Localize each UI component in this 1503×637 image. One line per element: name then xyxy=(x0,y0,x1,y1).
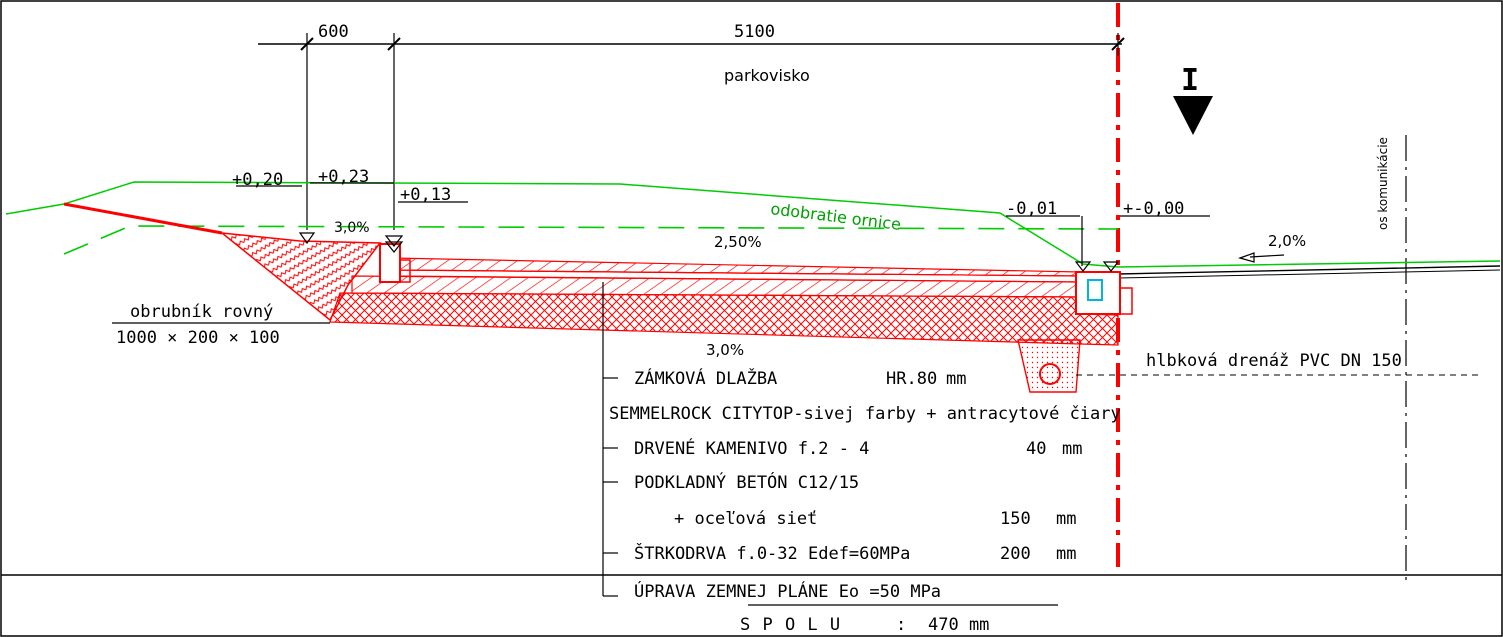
slope-ground: 3,0% xyxy=(334,220,370,236)
section-arrow-icon xyxy=(1173,96,1213,135)
layer-3-spec: 150 xyxy=(1000,509,1031,529)
layer-2-name: DRVENÉ KAMENIVO f.2 - 4 xyxy=(634,437,869,459)
level-marks xyxy=(236,182,1210,272)
layer-2-spec: 40 xyxy=(1026,439,1046,459)
drainage-label: hlbková drenáž PVC DN 150 xyxy=(1146,351,1402,371)
section-marker: I xyxy=(1173,63,1213,135)
road-surface-line-lower xyxy=(1117,269,1501,279)
layer-3-note: + oceľová sieť xyxy=(674,509,817,529)
slope-road: 2,0% xyxy=(1268,232,1306,250)
section-mark-label: I xyxy=(1181,63,1199,98)
drainage-pipe xyxy=(1039,363,1061,385)
slope-surface: 2,50% xyxy=(714,233,762,251)
total-value: 470 mm xyxy=(928,615,989,635)
dimension-parking-width: 5100 xyxy=(734,22,775,42)
level-road-edge: +-0,00 xyxy=(1123,199,1184,219)
level-gutter: -0,01 xyxy=(1006,199,1057,219)
layer-1-note: SEMMELROCK CITYTOP-sivej farby + antracy… xyxy=(609,404,1121,424)
layer-1-unit: mm xyxy=(946,369,966,389)
dimension-kerb-width: 600 xyxy=(318,22,349,42)
dimension-chain xyxy=(258,33,1125,230)
layer-4-unit: mm xyxy=(1056,544,1076,564)
slope-subgrade: 3,0% xyxy=(706,341,744,359)
layer-2-unit: mm xyxy=(1062,439,1082,459)
kerb-size-label: 1000 × 200 × 100 xyxy=(116,328,280,348)
layer-1-name: ZÁMKOVÁ DLAŽBA xyxy=(634,367,777,389)
kerb-name-label: obrubník rovný xyxy=(130,302,273,322)
layer-1-spec: HR.80 xyxy=(886,369,937,389)
total-separator: : xyxy=(896,615,906,635)
level-kerb-outer: +0,20 xyxy=(232,170,283,190)
layer-5-name: ÚPRAVA ZEMNEJ PLÁNE Eo =50 MPa xyxy=(634,580,941,602)
road-axis-label: os komunikácie xyxy=(1376,137,1390,230)
layer-4-name: ŠTRKODRVA f.0-32 Edef=60MPa xyxy=(634,542,910,564)
layer-3-unit: mm xyxy=(1056,509,1076,529)
outer-kerb xyxy=(379,243,411,283)
total-label: S P O L U xyxy=(740,615,841,635)
parking-label: parkovisko xyxy=(724,66,810,85)
layer-gravel xyxy=(329,292,1119,346)
gully-block xyxy=(1075,271,1133,315)
road-surface-line xyxy=(1117,265,1501,275)
layer-legend-leader xyxy=(602,282,618,597)
existing-terrain-line xyxy=(5,181,1501,268)
embankment-slope xyxy=(63,202,223,235)
drainage-trench xyxy=(1017,339,1081,393)
level-pavement-edge: +0,13 xyxy=(400,185,451,205)
layer-3-name: PODKLADNÝ BETÓN C12/15 xyxy=(634,471,859,493)
level-kerb-top: +0,23 xyxy=(318,167,369,187)
topsoil-removal-line xyxy=(63,225,1119,255)
layer-4-spec: 200 xyxy=(1000,544,1031,564)
road-slope-arrow-icon xyxy=(1238,252,1285,263)
